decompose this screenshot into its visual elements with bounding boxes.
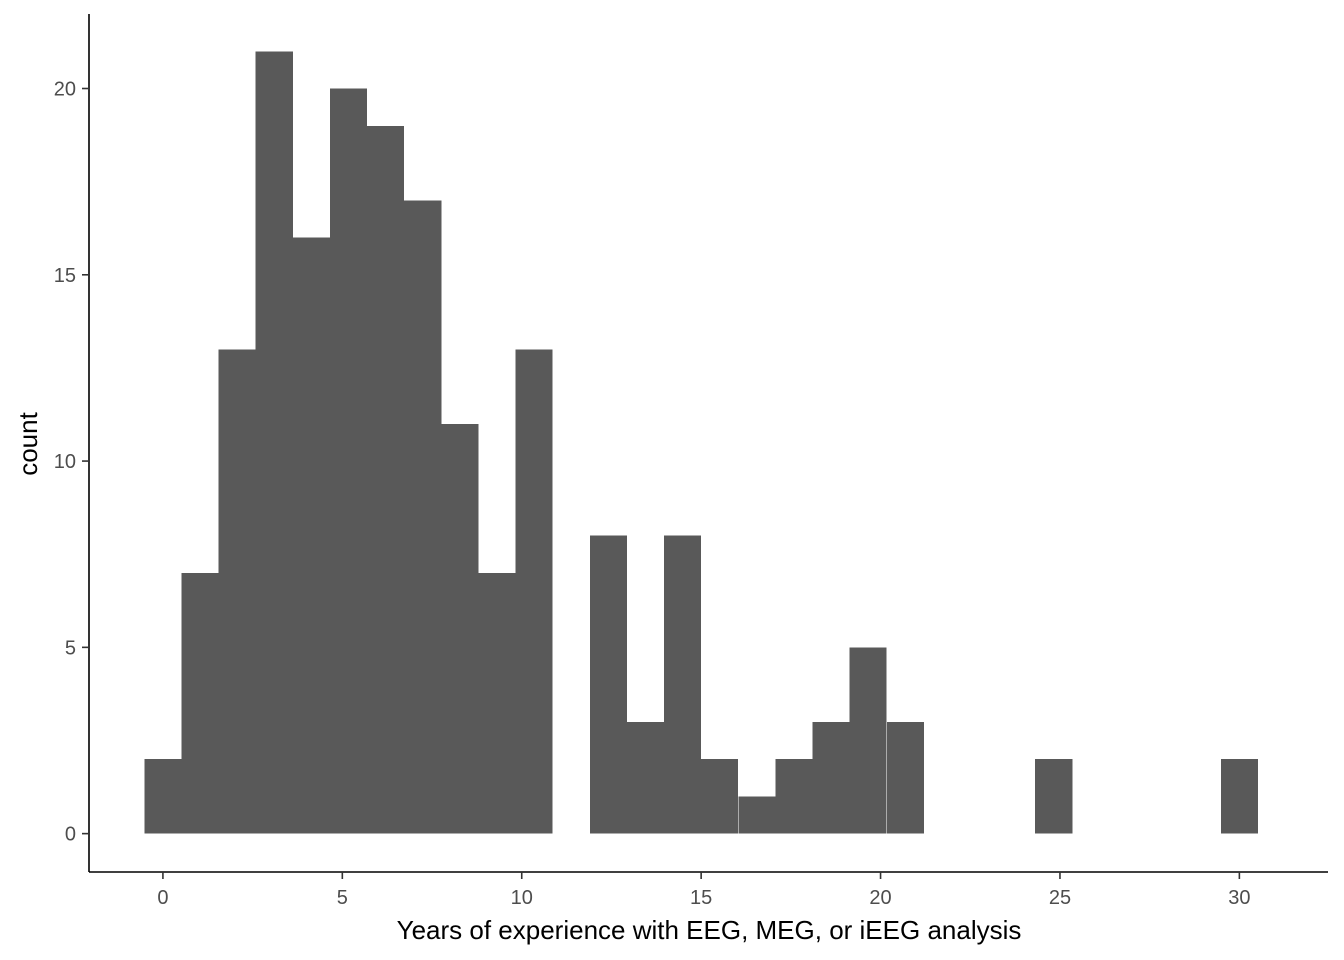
y-tick-label: 15 — [54, 265, 76, 287]
x-tick-label: 5 — [337, 887, 348, 909]
histogram-bar — [626, 721, 665, 834]
histogram-bar — [255, 51, 293, 834]
histogram-bar — [589, 535, 627, 834]
histogram-bar — [886, 721, 924, 834]
y-tick-label: 5 — [65, 637, 76, 659]
histogram-bar — [329, 88, 368, 834]
y-tick-label: 10 — [54, 451, 76, 473]
histogram-bar — [144, 759, 182, 834]
histogram-bar — [664, 535, 702, 834]
y-axis-title: count — [13, 411, 43, 475]
x-axis: 0 5 10 15 20 25 30 — [89, 871, 1328, 909]
x-tick-label: 25 — [1049, 887, 1071, 909]
x-tick-label: 15 — [690, 887, 712, 909]
histogram-bar — [701, 759, 739, 834]
histogram-bar — [367, 125, 405, 834]
histogram-bar — [738, 796, 776, 834]
histogram-bar — [218, 349, 256, 834]
histogram-bar — [181, 572, 219, 834]
y-tick-label: 20 — [54, 79, 76, 101]
histogram-bar — [478, 572, 516, 834]
histogram-bar — [404, 200, 442, 834]
histogram-bars — [144, 51, 1258, 834]
y-axis: 0 5 10 15 20 — [54, 14, 90, 872]
x-tick-label: 0 — [157, 887, 168, 909]
x-tick-label: 20 — [869, 887, 891, 909]
histogram-bar — [1220, 759, 1258, 834]
x-tick-label: 10 — [511, 887, 533, 909]
histogram-bar — [849, 647, 887, 834]
histogram-bar — [515, 349, 553, 834]
histogram-bar — [812, 721, 850, 834]
x-axis-title: Years of experience with EEG, MEG, or iE… — [397, 915, 1022, 945]
histogram-bar — [775, 759, 813, 834]
histogram-bar — [292, 237, 330, 834]
x-tick-label: 30 — [1228, 887, 1250, 909]
histogram-bar — [441, 423, 479, 834]
y-tick-label: 0 — [65, 824, 76, 846]
histogram-bar — [1035, 759, 1073, 834]
